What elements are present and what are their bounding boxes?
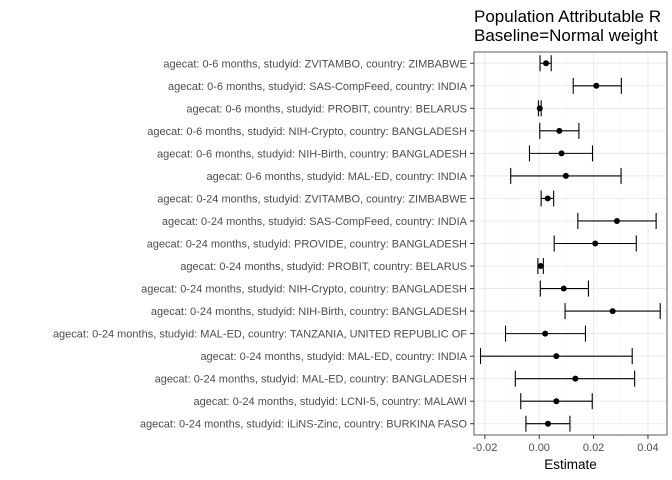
x-tick-label: 0.00 xyxy=(529,442,550,454)
estimate-point xyxy=(544,195,551,202)
estimate-point xyxy=(609,308,616,315)
x-tick-label: 0.02 xyxy=(583,442,604,454)
y-tick-label: agecat: 0-24 months, studyid: PROVIDE, c… xyxy=(147,239,467,251)
chart-title-line-2: Baseline=Normal weight xyxy=(474,26,658,45)
estimate-point xyxy=(556,127,563,134)
estimate-point xyxy=(562,172,569,179)
estimate-point xyxy=(558,150,565,157)
y-tick-label: agecat: 0-24 months, studyid: NIH-Crypto… xyxy=(141,284,467,296)
x-tick-label: -0.02 xyxy=(472,442,497,454)
estimate-point xyxy=(544,420,551,427)
series-marks xyxy=(479,55,661,432)
y-tick-label: agecat: 0-6 months, studyid: ZVITAMBO, c… xyxy=(163,58,467,70)
x-axis: -0.02 0.00 0.02 0.04 xyxy=(472,435,659,454)
y-tick-label: agecat: 0-6 months, studyid: NIH-Birth, … xyxy=(157,148,467,160)
y-tick-label: agecat: 0-24 months, studyid: LCNI-5, co… xyxy=(194,396,468,408)
y-axis: agecat: 0-6 months, studyid: ZVITAMBO, c… xyxy=(53,58,474,431)
y-tick-label: agecat: 0-24 months, studyid: MAL-ED, co… xyxy=(53,329,467,341)
estimate-point xyxy=(543,60,550,67)
y-tick-label: agecat: 0-24 months, studyid: SAS-CompFe… xyxy=(162,216,468,228)
y-tick-label: agecat: 0-24 months, studyid: NIH-Birth,… xyxy=(151,306,467,318)
y-tick-label: agecat: 0-24 months, studyid: PROBIT, co… xyxy=(180,261,467,273)
x-tick-label: 0.04 xyxy=(637,442,658,454)
estimate-point xyxy=(553,398,560,405)
y-tick-label: agecat: 0-6 months, studyid: PROBIT, cou… xyxy=(186,103,467,115)
estimate-point xyxy=(572,375,579,382)
estimate-point xyxy=(542,330,549,337)
estimate-point xyxy=(613,217,620,224)
estimate-point xyxy=(536,105,543,112)
panel-border xyxy=(473,51,668,436)
y-tick-label: agecat: 0-24 months, studyid: MAL-ED, co… xyxy=(155,374,467,386)
y-tick-label: agecat: 0-24 months, studyid: ZVITAMBO, … xyxy=(157,193,467,205)
y-tick-label: agecat: 0-6 months, studyid: SAS-CompFee… xyxy=(168,81,468,93)
estimate-point xyxy=(593,82,600,89)
estimate-point xyxy=(553,353,560,360)
x-axis-label: Estimate xyxy=(544,457,597,472)
estimate-point xyxy=(537,263,544,270)
y-tick-label: agecat: 0-24 months, studyid: MAL-ED, co… xyxy=(200,351,467,363)
y-tick-label: agecat: 0-6 months, studyid: MAL-ED, cou… xyxy=(207,171,468,183)
y-tick-label: agecat: 0-6 months, studyid: NIH-Crypto,… xyxy=(147,126,467,138)
estimate-point xyxy=(592,240,599,247)
estimate-point xyxy=(560,285,567,292)
y-tick-label: agecat: 0-24 months, studyid: iLiNS-Zinc… xyxy=(140,419,468,431)
chart-title-line-1: Population Attributable R xyxy=(474,7,661,26)
